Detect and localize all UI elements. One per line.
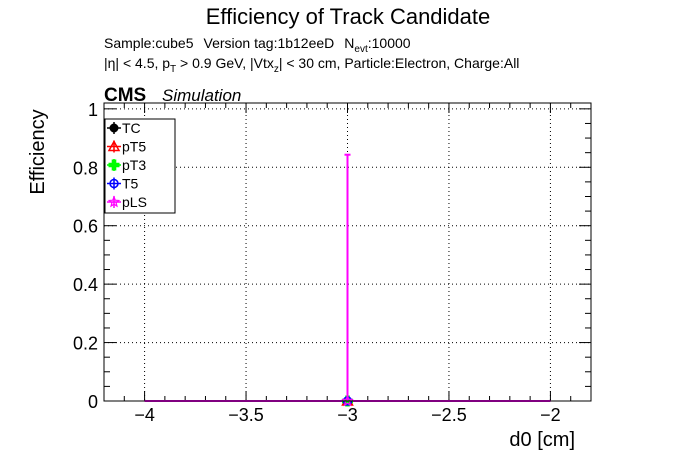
x-tick-label: −3 [337, 405, 358, 425]
y-tick-label: 0.2 [73, 334, 98, 354]
legend-marker-t5 [109, 178, 119, 189]
x-tick-label: −2.5 [431, 405, 467, 425]
subtitle-eta-pt: |η| < 4.5, p [104, 55, 170, 71]
subtitle-nevt-value: :10000 [368, 35, 411, 51]
subtitle-selection: | < 30 cm, Particle:Electron, Charge:All [279, 55, 520, 71]
subtitle-vtx-subscript: z [274, 64, 279, 75]
y-axis-label: Efficiency [27, 109, 49, 194]
y-tick-label: 1 [88, 100, 98, 120]
subtitle-pt-vtx: > 0.9 GeV, |Vtx [176, 55, 274, 71]
chart-title: Efficiency of Track Candidate [206, 4, 491, 29]
y-tick-label: 0.4 [73, 275, 98, 295]
chart-subtitle-line1: Sample:cube5 Version tag:1b12eeD Nevt:1000… [104, 35, 411, 55]
y-tick-label: 0 [88, 392, 98, 412]
x-tick-label: −4 [134, 405, 155, 425]
legend-marker-pls [107, 195, 121, 208]
legend-marker-pt5 [107, 139, 121, 152]
x-tick-label: −2 [540, 405, 561, 425]
legend-marker-tc [109, 123, 119, 133]
chart-subtitle-line2: |η| < 4.5, pT > 0.9 GeV, |Vtxz| < 30 cm,… [104, 55, 519, 75]
plot-frame [103, 102, 592, 402]
x-axis-label: d0 [cm] [509, 429, 575, 451]
subtitle-nevt-symbol: N [344, 35, 354, 51]
y-tick-label: 0.6 [73, 217, 98, 237]
legend-label-tc: TC [122, 120, 141, 136]
cms-label: CMS [104, 85, 146, 106]
subtitle-pt-subscript: T [170, 64, 176, 75]
legend-label-pt5: pT5 [122, 139, 146, 155]
cms-simulation-label: Simulation [162, 86, 241, 105]
legend-marker-pt3 [108, 159, 120, 171]
legend-label-t5: T5 [122, 176, 139, 192]
axis-ticks: −4 −3.5 −3 −2.5 −2 0 0.2 0.4 0.6 0.8 1 [73, 100, 592, 425]
subtitle-nevt-subscript: evt [354, 44, 368, 55]
legend: TC pT5 pT3 T5 pLS [104, 118, 176, 214]
subtitle-version: Version tag:1b12eeD [204, 35, 335, 51]
subtitle-sample: Sample:cube5 [104, 35, 194, 51]
data-point-pls [341, 394, 354, 407]
legend-label-pls: pLS [122, 194, 147, 210]
x-tick-label: −3.5 [228, 405, 264, 425]
y-tick-label: 0.8 [73, 158, 98, 178]
legend-label-pt3: pT3 [122, 157, 146, 173]
